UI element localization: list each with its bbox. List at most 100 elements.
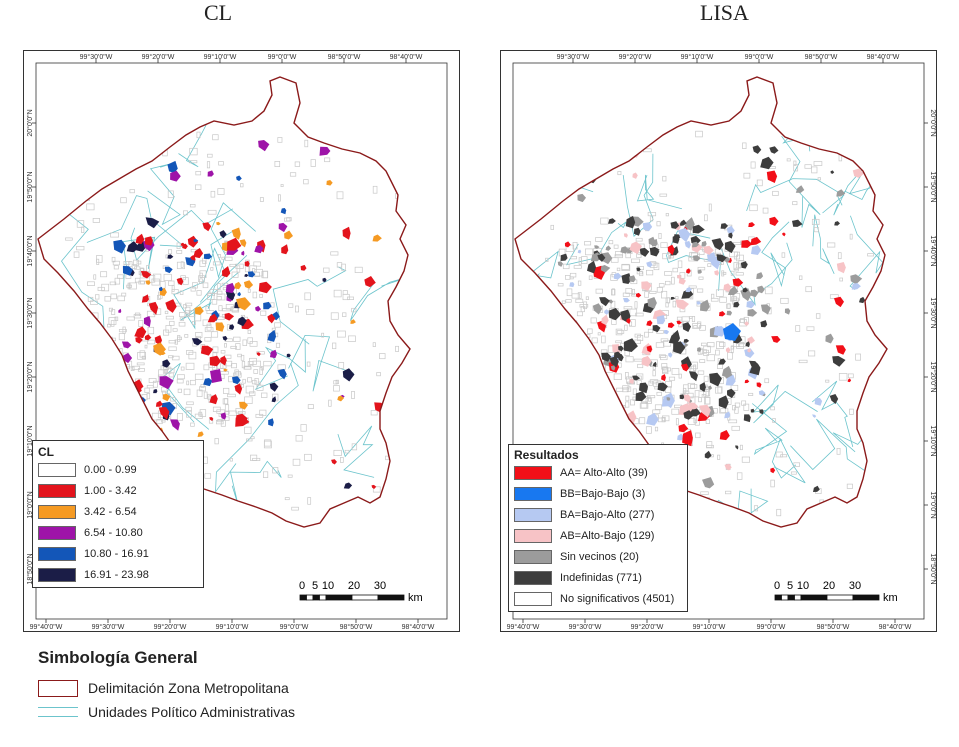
legend-item: AA= Alto-Alto (39) [514, 462, 682, 483]
scale-unit: km [883, 592, 898, 604]
legend-item: 6.54 - 10.80 [38, 522, 198, 543]
coord-label-side: 19°10'0"N [929, 425, 936, 456]
coord-label-side: 19°10'0"N [26, 425, 34, 456]
coord-label-side: 19°30'0"N [929, 297, 936, 328]
coord-label-side: 19°0'0"N [929, 491, 936, 518]
scale-tick-label: 30 [374, 580, 386, 592]
coord-label-side: 19°20'0"N [26, 361, 34, 392]
boundary-swatch [38, 679, 78, 697]
legend-item: 16.91 - 23.98 [38, 564, 198, 585]
general-legend-label: Unidades Político Administrativas [88, 704, 295, 720]
legend-swatch [514, 465, 552, 480]
coord-label-side: 20°0'0"N [929, 109, 936, 136]
panel-title-lisa: LISA [700, 0, 749, 25]
coord-label-bottom: 99°30'0"W [92, 623, 125, 631]
scale-tick-label: 20 [823, 580, 835, 592]
legend-item: 1.00 - 3.42 [38, 480, 198, 501]
scale-tick-label: 5 [312, 580, 318, 592]
legend-swatch [38, 567, 76, 582]
legend-label: AA= Alto-Alto (39) [560, 466, 648, 479]
legend-item: Sin vecinos (20) [514, 546, 682, 567]
legend-cl: CL 0.00 - 0.99 1.00 - 3.42 3.42 - 6.54 6.54… [32, 440, 204, 588]
general-legend-item: Unidades Político Administrativas [38, 700, 295, 724]
legend-swatch [514, 507, 552, 522]
legend-cl-title: CL [38, 445, 54, 459]
coord-label-top: 99°0'0"W [268, 53, 297, 61]
metropolitan-boundary [514, 76, 888, 528]
general-legend-title: Simbología General [38, 648, 198, 667]
legend-swatch [38, 546, 76, 561]
legend-item: BB=Bajo-Bajo (3) [514, 483, 682, 504]
units-swatch [38, 707, 78, 717]
coord-label-bottom: 98°50'0"W [817, 623, 850, 631]
coord-label-bottom: 99°30'0"W [569, 623, 602, 631]
legend-item: 0.00 - 0.99 [38, 459, 198, 480]
legend-label: No significativos (4501) [560, 592, 675, 605]
coord-label-bottom: 99°20'0"W [631, 623, 664, 631]
legend-lisa-title: Resultados [514, 448, 579, 462]
legend-label: 1.00 - 3.42 [84, 484, 137, 497]
coord-label-top: 98°50'0"W [805, 53, 838, 61]
legend-item: No significativos (4501) [514, 588, 682, 609]
coord-label-side: 19°50'0"N [26, 171, 34, 202]
legend-swatch [514, 528, 552, 543]
coord-label-bottom: 99°40'0"W [30, 623, 63, 631]
coord-label-top: 98°40'0"W [867, 53, 900, 61]
coord-label-side: 19°50'0"N [929, 171, 936, 202]
legend-label: 3.42 - 6.54 [84, 505, 137, 518]
legend-item: 10.80 - 16.91 [38, 543, 198, 564]
scale-tick-label: 5 [787, 580, 793, 592]
coord-label-top: 99°0'0"W [745, 53, 774, 61]
coord-label-side: 19°20'0"N [929, 361, 936, 392]
scale-bar-cl: 0 5 10 20 30 km [295, 578, 455, 610]
legend-label: AB=Alto-Bajo (129) [560, 529, 655, 542]
coord-label-side: 18°50'0"N [929, 553, 936, 584]
legend-swatch [514, 486, 552, 501]
scale-unit: km [408, 592, 423, 604]
scale-tick-label: 10 [797, 580, 809, 592]
scale-tick-label: 10 [322, 580, 334, 592]
scale-tick-label: 30 [849, 580, 861, 592]
panel-title-cl: CL [204, 0, 233, 25]
map-content [514, 76, 888, 528]
coord-label-bottom: 99°0'0"W [280, 623, 309, 631]
legend-label: 0.00 - 0.99 [84, 463, 137, 476]
coord-label-bottom: 98°40'0"W [402, 623, 435, 631]
legend-item: BA=Bajo-Alto (277) [514, 504, 682, 525]
legend-item: AB=Alto-Bajo (129) [514, 525, 682, 546]
coord-label-bottom: 99°40'0"W [507, 623, 540, 631]
legend-label: 10.80 - 16.91 [84, 547, 149, 560]
coord-label-top: 99°10'0"W [681, 53, 714, 61]
coord-label-bottom: 99°10'0"W [216, 623, 249, 631]
coord-label-side: 19°0'0"N [26, 491, 34, 518]
legend-swatch [38, 504, 76, 519]
legend-label: 6.54 - 10.80 [84, 526, 143, 539]
coord-label-bottom: 99°0'0"W [757, 623, 786, 631]
coord-label-top: 99°30'0"W [80, 53, 113, 61]
legend-swatch [514, 570, 552, 585]
legend-label: Indefinidas (771) [560, 571, 642, 584]
coord-label-bottom: 99°10'0"W [693, 623, 726, 631]
legend-label: Sin vecinos (20) [560, 550, 639, 563]
general-legend: Simbología General Delimitación Zona Met… [38, 648, 295, 724]
coord-label-bottom: 98°40'0"W [879, 623, 912, 631]
general-legend-label: Delimitación Zona Metropolitana [88, 680, 289, 696]
legend-swatch [38, 462, 76, 477]
general-legend-item: Delimitación Zona Metropolitana [38, 676, 295, 700]
metropolitan-boundary [37, 76, 411, 528]
scale-bar-lisa: 0 5 10 20 30 km [770, 578, 930, 610]
coord-label-top: 98°40'0"W [390, 53, 423, 61]
coord-label-side: 18°50'0"N [26, 553, 34, 584]
legend-lisa: Resultados AA= Alto-Alto (39) BB=Bajo-Baj… [508, 444, 688, 612]
coord-label-bottom: 98°50'0"W [340, 623, 373, 631]
coord-label-side: 19°40'0"N [26, 235, 34, 266]
legend-item: 3.42 - 6.54 [38, 501, 198, 522]
legend-swatch [514, 591, 552, 606]
coord-label-top: 99°20'0"W [142, 53, 175, 61]
legend-label: BA=Bajo-Alto (277) [560, 508, 655, 521]
scale-tick-label: 0 [299, 580, 305, 592]
legend-swatch [38, 525, 76, 540]
coord-label-side: 19°30'0"N [26, 297, 34, 328]
coord-label-bottom: 99°20'0"W [154, 623, 187, 631]
legend-label: 16.91 - 23.98 [84, 568, 149, 581]
